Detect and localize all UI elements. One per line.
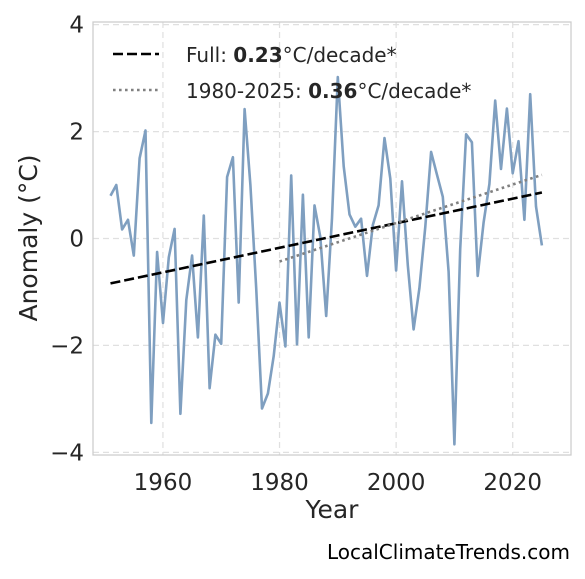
y-axis-label: Anomaly (°C): [14, 154, 43, 321]
y-tick-label: 4: [69, 13, 84, 39]
x-tick-label: 1960: [134, 470, 193, 496]
x-tick-label: 2020: [483, 470, 542, 496]
tick-labels: 1960 1980 2000 2020 −4 −2 0 2 4: [50, 13, 542, 496]
grid: [93, 22, 571, 455]
full-trend-line: [110, 191, 543, 285]
legend-entry: 1980-2025: 0.36°C/decade*: [186, 79, 471, 103]
x-tick-label: 1980: [250, 470, 309, 496]
legend-prefix: 1980-2025:: [186, 79, 308, 103]
watermark: LocalClimateTrends.com: [327, 540, 570, 564]
legend-rate-value: 0.36: [308, 79, 357, 103]
legend-prefix: Full:: [186, 43, 233, 67]
x-axis-label: Year: [305, 495, 360, 524]
y-tick-label: −2: [50, 333, 84, 359]
y-tick-label: 0: [69, 227, 84, 253]
y-tick-label: 2: [69, 120, 84, 146]
x-tick-label: 2000: [367, 470, 426, 496]
series: [109, 75, 544, 446]
plot-area-frame: [92, 21, 572, 456]
anomaly-series-line: [109, 75, 544, 446]
legend-entry: Full: 0.23°C/decade*: [186, 43, 397, 67]
legend-suffix: °C/decade*: [357, 79, 471, 103]
legend-rate-value: 0.23: [233, 43, 282, 67]
legend-suffix: °C/decade*: [283, 43, 397, 67]
y-tick-label: −4: [50, 440, 84, 466]
legend: Full: 0.23°C/decade*1980-2025: 0.36°C/de…: [113, 43, 471, 103]
recent-trend-line: [279, 173, 543, 263]
